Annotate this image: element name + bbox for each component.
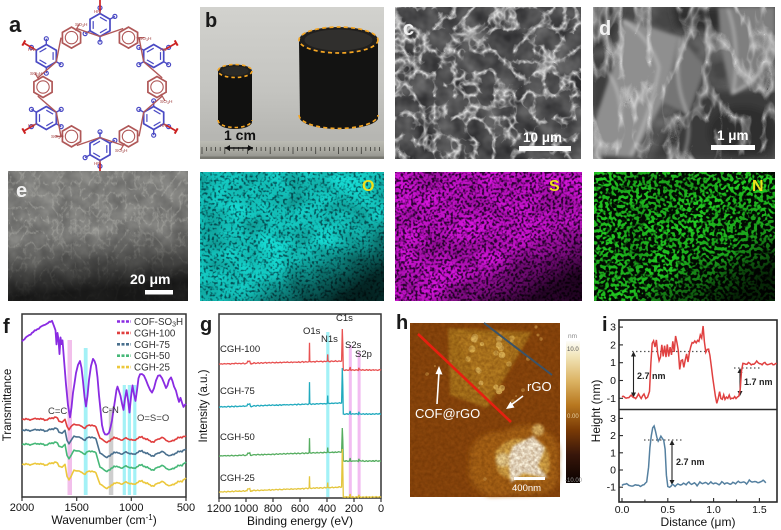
- svg-text:400: 400: [318, 503, 336, 515]
- svg-text:400nm: 400nm: [512, 483, 541, 494]
- svg-text:CGH-75: CGH-75: [134, 340, 170, 351]
- svg-text:S2p: S2p: [355, 349, 372, 360]
- svg-text:CGH-100: CGH-100: [220, 344, 260, 355]
- svg-text:1: 1: [610, 447, 616, 459]
- svg-text:CGH-100: CGH-100: [134, 328, 176, 339]
- svg-text:1: 1: [610, 357, 616, 369]
- svg-text:2.7 nm: 2.7 nm: [637, 371, 666, 381]
- svg-text:2000: 2000: [10, 502, 34, 514]
- svg-text:600: 600: [291, 503, 309, 515]
- svg-text:2: 2: [610, 339, 616, 351]
- svg-text:3: 3: [610, 322, 616, 334]
- svg-text:SO3H: SO3H: [51, 134, 64, 140]
- svg-text:HN: HN: [94, 9, 101, 14]
- svg-text:d: d: [599, 18, 611, 40]
- svg-text:1200: 1200: [207, 503, 231, 515]
- svg-text:e: e: [16, 180, 27, 202]
- svg-text:SO3H: SO3H: [139, 36, 152, 42]
- svg-text:2.7 nm: 2.7 nm: [676, 457, 705, 467]
- svg-text:C1s: C1s: [336, 313, 353, 324]
- svg-text:Wavenumber (cm-1): Wavenumber (cm-1): [51, 513, 156, 527]
- svg-text:COF@rGO: COF@rGO: [415, 406, 480, 421]
- svg-text:CGH-25: CGH-25: [134, 363, 170, 374]
- svg-text:C=C: C=C: [48, 406, 67, 417]
- svg-text:3: 3: [610, 413, 616, 425]
- svg-text:CGH-50: CGH-50: [220, 432, 255, 443]
- svg-text:1000: 1000: [119, 502, 143, 514]
- svg-text:0: 0: [610, 375, 616, 387]
- svg-text:HN: HN: [94, 161, 101, 166]
- svg-text:rGO: rGO: [527, 379, 552, 394]
- svg-text:SO3H: SO3H: [30, 71, 43, 77]
- svg-text:Height (nm): Height (nm): [590, 380, 603, 443]
- svg-text:0.0: 0.0: [615, 504, 630, 516]
- svg-text:Distance (μm): Distance (μm): [661, 515, 736, 529]
- svg-text:SO3H: SO3H: [75, 22, 88, 28]
- svg-text:O=S=O: O=S=O: [137, 413, 169, 424]
- svg-text:N1s: N1s: [321, 334, 338, 345]
- svg-text:2: 2: [610, 430, 616, 442]
- svg-text:SO3H: SO3H: [160, 99, 173, 105]
- svg-text:HN: HN: [28, 123, 35, 128]
- svg-text:800: 800: [264, 503, 282, 515]
- svg-text:1.7 nm: 1.7 nm: [744, 377, 773, 387]
- svg-text:20 μm: 20 μm: [130, 271, 170, 287]
- svg-text:COF-SO3H: COF-SO3H: [134, 317, 183, 329]
- svg-text:CGH-75: CGH-75: [220, 386, 255, 397]
- svg-text:CGH-25: CGH-25: [220, 473, 255, 484]
- svg-text:1.0: 1.0: [706, 504, 721, 516]
- svg-text:500: 500: [177, 502, 195, 514]
- svg-text:O: O: [362, 178, 374, 195]
- svg-text:Binding energy (eV): Binding energy (eV): [247, 514, 353, 528]
- svg-text:0.00: 0.00: [567, 414, 579, 420]
- svg-text:200: 200: [345, 503, 363, 515]
- svg-text:HN: HN: [160, 47, 167, 52]
- svg-text:10.0: 10.0: [567, 347, 579, 353]
- svg-text:10 μm: 10 μm: [523, 130, 562, 145]
- svg-text:1000: 1000: [234, 503, 258, 515]
- svg-text:N: N: [752, 178, 764, 195]
- svg-text:S: S: [549, 178, 560, 195]
- svg-text:c: c: [403, 18, 414, 40]
- svg-text:0.5: 0.5: [660, 504, 675, 516]
- svg-text:1 μm: 1 μm: [717, 128, 749, 143]
- svg-text:-1: -1: [607, 393, 616, 405]
- svg-text:1 cm: 1 cm: [224, 127, 256, 143]
- svg-text:1500: 1500: [64, 502, 88, 514]
- svg-text:nm: nm: [568, 333, 577, 340]
- svg-text:Transmittance: Transmittance: [2, 369, 14, 441]
- svg-text:CGH-50: CGH-50: [134, 351, 170, 362]
- svg-text:-10.00: -10.00: [565, 478, 583, 484]
- svg-text:1.5: 1.5: [752, 504, 767, 516]
- svg-text:0: 0: [610, 465, 616, 477]
- svg-text:-1: -1: [607, 482, 616, 494]
- svg-text:S2s: S2s: [345, 340, 362, 351]
- svg-text:HN: HN: [160, 123, 167, 128]
- svg-text:0: 0: [378, 503, 384, 515]
- svg-text:C-N: C-N: [102, 405, 119, 416]
- svg-text:SO3H: SO3H: [115, 148, 128, 154]
- svg-text:O1s: O1s: [303, 326, 321, 337]
- svg-text:Intensity (a.u.): Intensity (a.u.): [198, 369, 210, 442]
- svg-text:HN: HN: [28, 47, 35, 52]
